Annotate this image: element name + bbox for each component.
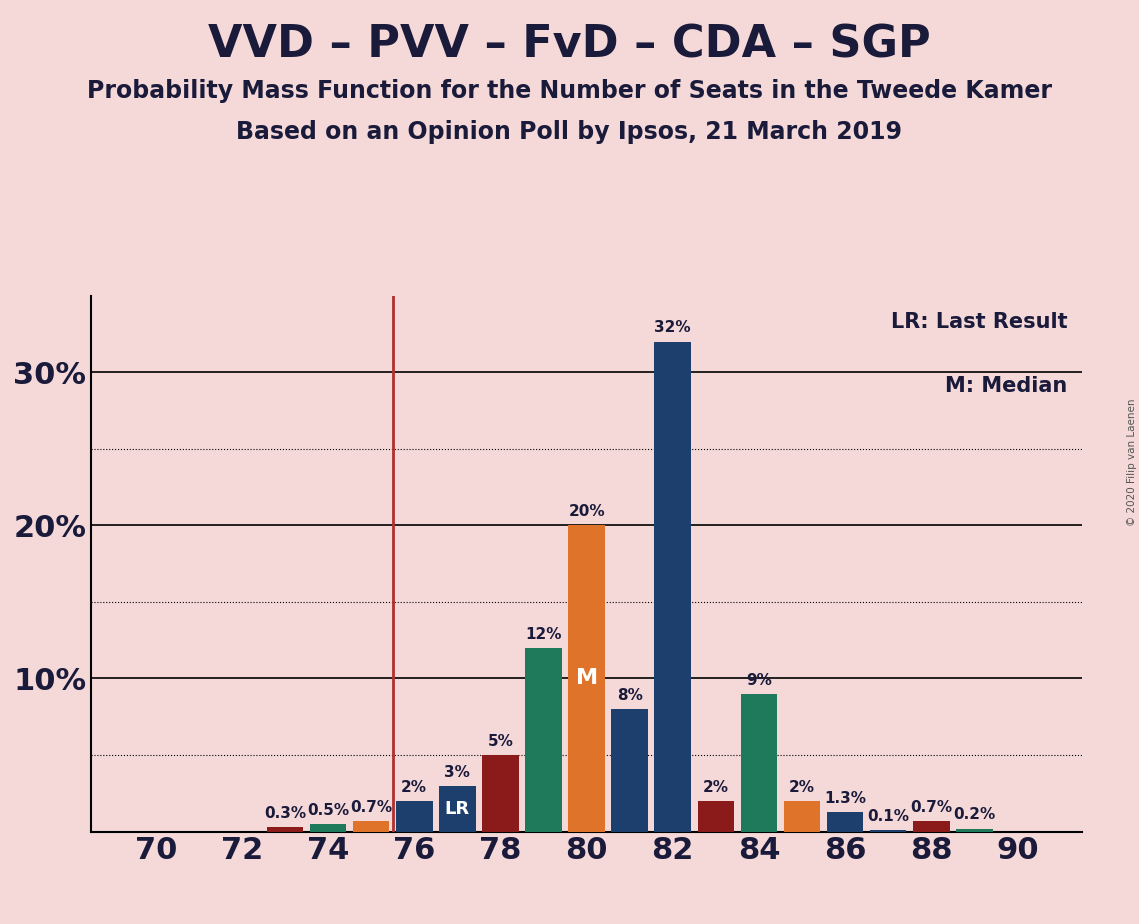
Text: LR: LR: [444, 799, 470, 818]
Text: 32%: 32%: [655, 321, 691, 335]
Text: 12%: 12%: [525, 626, 562, 642]
Text: Probability Mass Function for the Number of Seats in the Tweede Kamer: Probability Mass Function for the Number…: [87, 79, 1052, 103]
Text: 20%: 20%: [568, 505, 605, 519]
Bar: [396, 801, 433, 832]
Text: 5%: 5%: [487, 734, 514, 749]
Bar: [267, 827, 303, 832]
Text: 0.3%: 0.3%: [264, 806, 306, 821]
Bar: [956, 829, 993, 832]
Bar: [784, 801, 820, 832]
Text: Based on an Opinion Poll by Ipsos, 21 March 2019: Based on an Opinion Poll by Ipsos, 21 Ma…: [237, 120, 902, 144]
Bar: [439, 785, 476, 832]
Bar: [612, 709, 648, 832]
Text: 2%: 2%: [703, 780, 729, 795]
Text: 2%: 2%: [401, 780, 427, 795]
Bar: [353, 821, 390, 832]
Text: 0.7%: 0.7%: [910, 800, 952, 815]
Text: 2%: 2%: [789, 780, 816, 795]
Text: 8%: 8%: [616, 688, 642, 703]
Text: 0.5%: 0.5%: [308, 803, 350, 818]
Text: 9%: 9%: [746, 673, 772, 687]
Bar: [827, 811, 863, 832]
Text: M: Median: M: Median: [945, 376, 1067, 396]
Bar: [525, 648, 562, 832]
Text: © 2020 Filip van Laenen: © 2020 Filip van Laenen: [1126, 398, 1137, 526]
Text: 0.2%: 0.2%: [953, 808, 995, 822]
Text: 0.7%: 0.7%: [350, 800, 392, 815]
Text: 1.3%: 1.3%: [825, 791, 866, 806]
Text: VVD – PVV – FvD – CDA – SGP: VVD – PVV – FvD – CDA – SGP: [208, 23, 931, 67]
Text: 3%: 3%: [444, 764, 470, 780]
Text: LR: Last Result: LR: Last Result: [891, 311, 1067, 332]
Text: M: M: [575, 668, 598, 688]
Bar: [655, 342, 691, 832]
Bar: [870, 830, 907, 832]
Bar: [913, 821, 950, 832]
Bar: [697, 801, 735, 832]
Bar: [310, 824, 346, 832]
Bar: [568, 526, 605, 832]
Text: 0.1%: 0.1%: [867, 808, 909, 824]
Bar: [482, 755, 518, 832]
Bar: [740, 694, 777, 832]
